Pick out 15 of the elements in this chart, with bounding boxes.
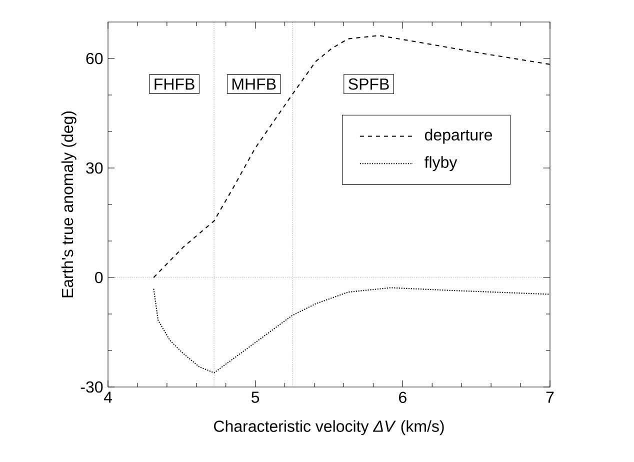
x-tick-label: 4 [104,392,112,403]
annotation: SPFB [348,78,389,90]
legend-label: departure [424,128,492,144]
y-axis-title: Earth's true anomaly (deg) [61,112,76,298]
y-tick-label: -30 [80,381,103,393]
y-tick-label: 30 [86,162,103,174]
x-axis-title: Characteristic velocity ΔV (km/s) [214,420,444,436]
annotation: MHFB [232,78,276,90]
y-tick-label: 0 [95,272,103,284]
legend-label: flyby [424,156,458,172]
x-tick-label: 7 [546,392,554,403]
x-tick-label: 5 [252,392,260,403]
x-tick-label: 6 [399,392,406,404]
y-tick-label: 60 [86,52,103,64]
annotation: FHFB [154,78,194,90]
